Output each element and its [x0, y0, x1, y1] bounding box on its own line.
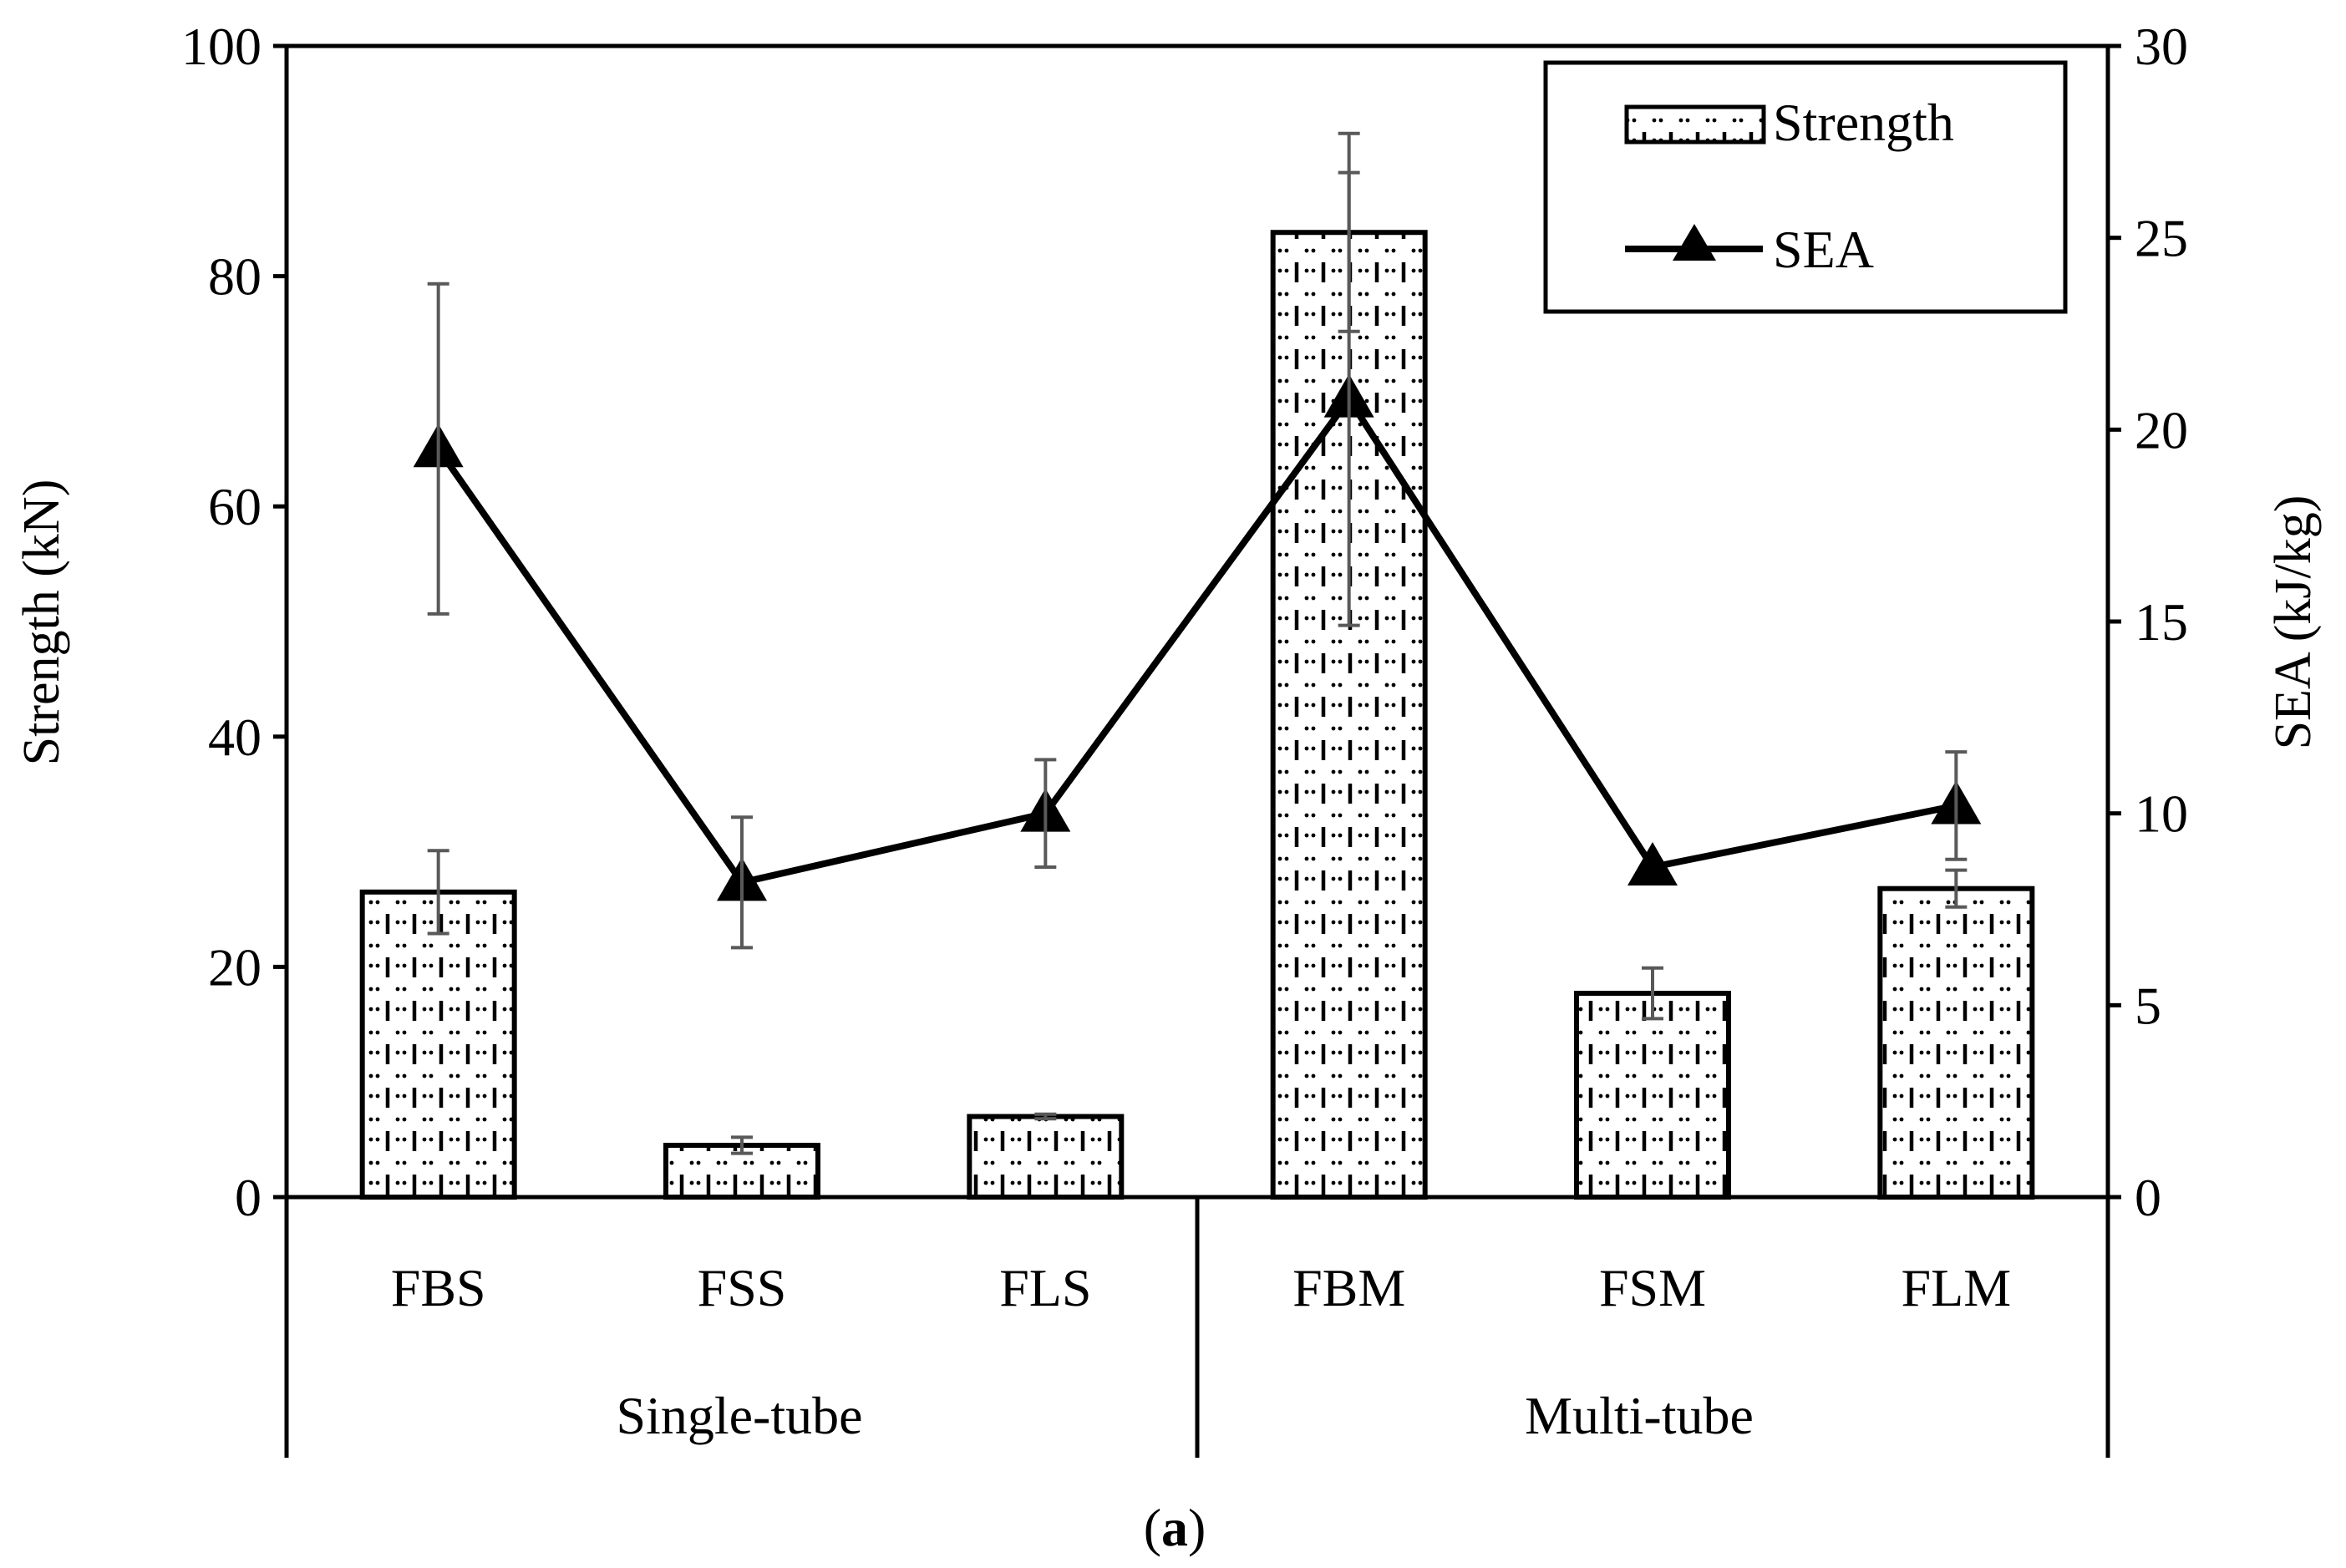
error-bar-strength-flm	[1945, 868, 1968, 909]
error-bar-sea-fbs	[427, 282, 449, 616]
bar-fbm	[1270, 230, 1428, 1200]
sea-point-fsm	[1627, 841, 1678, 885]
y-left-axis-label: Strength (kN)	[13, 480, 70, 766]
error-bar-strength-fbs	[427, 849, 449, 936]
group-label-single-tube: Single-tube	[616, 1386, 862, 1445]
y-left-tick-label: 80	[208, 247, 262, 307]
legend-box	[1543, 60, 2068, 314]
bar-fbs	[359, 889, 517, 1200]
y-right-tick-label: 20	[2135, 400, 2188, 459]
y-left-tick-label: 60	[208, 477, 262, 536]
legend-marker-sea	[1673, 224, 1716, 261]
legend-swatch-strength	[1624, 104, 1766, 145]
line-series-sea	[413, 373, 1982, 901]
legend-label-sea: SEA	[1773, 220, 1874, 279]
error-bar-strength-fsm	[1642, 966, 1663, 1021]
group-label-multi-tube: Multi-tube	[1525, 1386, 1754, 1445]
x-tick-label-fbm: FBM	[1292, 1258, 1405, 1317]
y-right-tick-label: 25	[2135, 209, 2188, 268]
error-bar-sea-flm	[1945, 750, 1968, 861]
x-tick-label-fls: FLS	[999, 1258, 1091, 1317]
x-tick-label-fss: FSS	[698, 1258, 787, 1317]
y-left-tick-label: 100	[181, 17, 262, 76]
x-tick-label-flm: FLM	[1902, 1258, 2012, 1317]
error-bars-sea	[427, 170, 1968, 950]
legend-label-strength: Strength	[1773, 93, 1954, 152]
x-tick-label-fbs: FBS	[391, 1258, 486, 1317]
y-left-tick-label: 0	[235, 1168, 262, 1227]
plot-frame	[284, 43, 2110, 1458]
y-right-tick-label: 10	[2135, 784, 2188, 844]
panel-label-letter: a	[1161, 1498, 1188, 1557]
y-right-axis-label: SEA (kJ/kg)	[2265, 495, 2322, 750]
y-right-tick-label: 15	[2135, 592, 2188, 652]
y-left-tick-label: 20	[208, 937, 262, 997]
y-left-tick-label: 40	[208, 708, 262, 767]
error-bar-sea-fbm	[1338, 170, 1360, 627]
axes: 0 20 40 60 80 100 0 5 10 15 20 25 30 FBS FSS FLS FBM FSM F…	[181, 17, 2188, 1317]
sea-line	[435, 395, 1958, 886]
bar-fsm	[1574, 991, 1731, 1200]
bar-fls	[967, 1114, 1125, 1200]
bar-flm	[1877, 885, 2035, 1200]
y-right-tick-label: 0	[2135, 1168, 2161, 1227]
legend: Strength SEA	[1543, 60, 2068, 314]
x-tick-label-fsm: FSM	[1599, 1258, 1706, 1317]
y-right-tick-label: 30	[2135, 17, 2188, 76]
error-bar-sea-fss	[731, 815, 753, 950]
error-bar-sea-fls	[1034, 758, 1057, 869]
y-right-tick-label: 5	[2135, 976, 2161, 1035]
error-bar-strength-fls	[1034, 1112, 1057, 1121]
error-bar-strength-fss	[731, 1135, 753, 1155]
bar-series-strength	[359, 230, 2035, 1200]
panel-label: (a)	[1144, 1498, 1206, 1557]
